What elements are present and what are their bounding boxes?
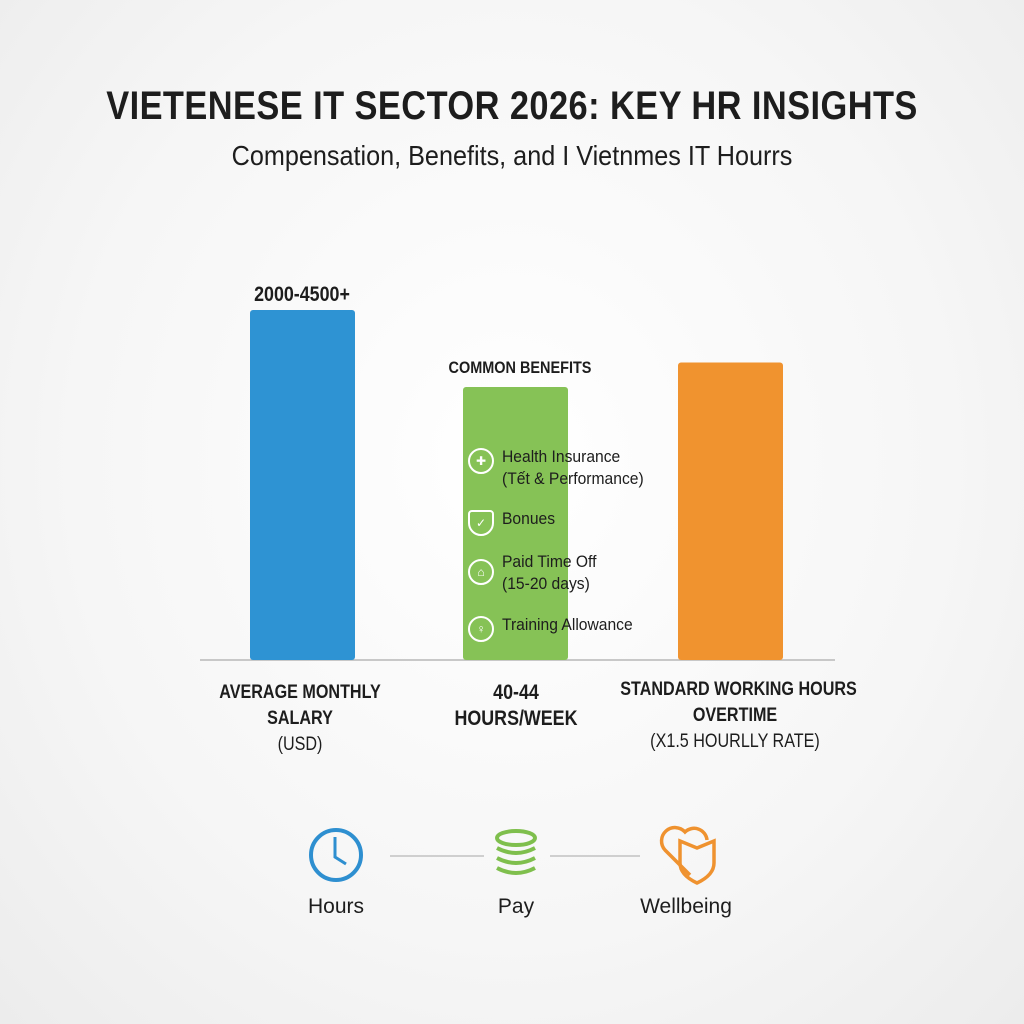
benefit-item: ✓ Bonues	[468, 508, 560, 536]
training-icon: ♀	[468, 616, 494, 642]
page-subtitle: Compensation, Benefits, and I Vietnmes I…	[231, 140, 793, 171]
category-line: AVERAGE MONTHLY	[219, 682, 381, 703]
bar-salary	[250, 310, 355, 660]
category-line: OVERTIME	[692, 705, 778, 726]
benefit-item: ⌂ Paid Time Off (15-20 days)	[468, 551, 605, 595]
category-line: (X1.5 HOURLLY RATE)	[650, 731, 820, 752]
category-line: (USD)	[277, 734, 323, 755]
benefit-item: ♀ Training Allowance	[468, 614, 644, 642]
category-label-overtime: STANDARD WORKING HOURS OVERTIME (X1.5 HO…	[620, 677, 857, 755]
benefit-label: Paid Time Off	[502, 552, 597, 571]
vacation-icon: ⌂	[468, 559, 494, 585]
health-icon: ✚	[468, 448, 494, 474]
heart-shield-icon	[659, 825, 716, 885]
shield-icon: ✓	[468, 510, 494, 536]
category-label-salary: AVERAGE MONTHLY SALARY (USD)	[215, 680, 385, 758]
category-line: 40-44	[493, 681, 539, 704]
footer-icons	[309, 825, 716, 885]
footer-label-pay: Pay	[497, 895, 535, 918]
category-line: STANDARD WORKING HOURS	[620, 679, 857, 700]
category-line: HOURS/WEEK	[454, 707, 578, 730]
data-label-benefits: COMMON BENEFITS	[448, 358, 592, 377]
category-line: SALARY	[267, 708, 333, 729]
category-label-hours: 40-44 HOURS/WEEK	[431, 680, 601, 732]
benefit-label: Bonues	[502, 509, 556, 528]
benefit-sublabel: (Tết & Performance)	[502, 469, 644, 488]
benefit-label: Health Insurance	[502, 447, 621, 466]
coin-stack-icon	[495, 829, 537, 875]
page-title: VIETENESE IT SECTOR 2026: KEY HR INSIGHT…	[106, 84, 918, 128]
bar-overtime	[678, 362, 783, 660]
footer-label-hours: Hours	[307, 895, 365, 918]
benefit-label: Training Allowance	[502, 615, 633, 634]
footer-label-wellbeing: Wellbeing	[640, 895, 732, 918]
data-label-salary: 2000-4500+	[254, 283, 350, 306]
benefit-item: ✚ Health Insurance (Tết & Performance)	[468, 446, 656, 490]
benefit-sublabel: (15-20 days)	[502, 574, 590, 593]
clock-icon	[309, 828, 363, 882]
